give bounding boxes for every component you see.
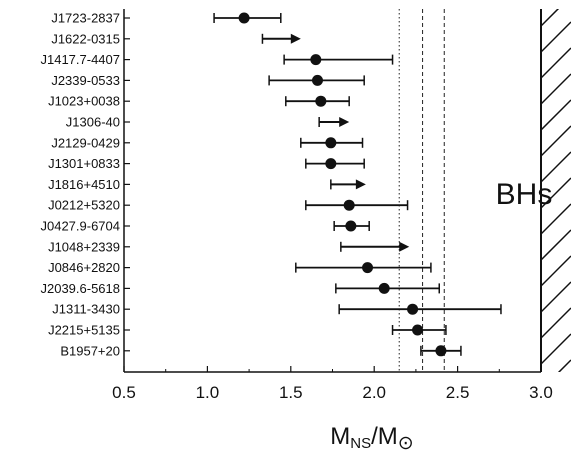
lower-limit-arrow <box>339 117 350 127</box>
pulsar-rows: J1723-2837 J1622-0315 J1417.7-4407 J2339-05… <box>40 11 502 358</box>
x-tick-label: 2.0 <box>362 383 386 402</box>
hatch-line <box>541 307 571 339</box>
hatch-line <box>541 9 560 27</box>
mass-point <box>238 12 250 24</box>
bh-hatch-region <box>541 9 571 372</box>
hatch-line <box>541 229 571 261</box>
pulsar-label: J0427.9-6704 <box>40 219 120 234</box>
mass-point <box>343 199 355 211</box>
hatch-line <box>541 125 571 157</box>
mass-point <box>310 54 322 66</box>
mass-point <box>435 345 447 357</box>
lower-limit-arrow <box>355 179 366 190</box>
region-label: BHs <box>496 178 553 211</box>
hatch-line <box>541 47 571 79</box>
mass-point <box>412 324 424 336</box>
pulsar-label: J1301+0833 <box>48 156 120 171</box>
lower-limit-arrow <box>290 33 301 44</box>
mass-point <box>378 282 390 294</box>
hatch-line <box>541 73 571 105</box>
mass-point <box>315 95 327 107</box>
axes: 0.5 1.0 1.5 2.0 2.5 3.0 <box>112 9 553 402</box>
x-tick-label: 3.0 <box>529 383 553 402</box>
pulsar-label: J1311-3430 <box>52 302 120 317</box>
x-axis-label: MNS/M⊙ <box>330 423 413 454</box>
pulsar-label: J0212+5320 <box>48 198 120 213</box>
x-tick-label: 0.5 <box>112 383 136 402</box>
mass-point <box>345 220 357 232</box>
mass-point <box>311 74 323 86</box>
pulsar-label: J2215+5135 <box>48 323 120 338</box>
pulsar-label: J0846+2820 <box>48 260 120 275</box>
pulsar-label: J1622-0315 <box>51 31 120 46</box>
reference-lines <box>398 9 445 372</box>
lower-limit-arrow <box>399 241 410 252</box>
x-tick-label: 1.5 <box>279 383 303 402</box>
hatch-line <box>541 99 571 131</box>
hatch-line <box>541 177 571 209</box>
x-tick-label: 1.0 <box>196 383 220 402</box>
pulsar-label: J2129-0429 <box>51 135 120 150</box>
pulsar-label: J1048+2339 <box>48 239 120 254</box>
hatch-line <box>541 21 571 53</box>
pulsar-label: J1816+4510 <box>48 177 120 192</box>
hatch-line <box>557 359 571 372</box>
mass-point <box>325 158 337 170</box>
mass-point <box>407 303 419 315</box>
hatch-line <box>541 333 571 365</box>
pulsar-label: J1023+0038 <box>48 94 120 109</box>
pulsar-label: B1957+20 <box>60 343 120 358</box>
pulsar-label: J2339-0533 <box>51 73 120 88</box>
hatch-line <box>541 281 571 313</box>
x-tick-label: 2.5 <box>446 383 470 402</box>
hatch-line <box>541 255 571 287</box>
pulsar-label: J1723-2837 <box>51 11 120 26</box>
pulsar-label: J1417.7-4407 <box>40 52 120 67</box>
hatch-line <box>541 203 571 235</box>
mass-point <box>325 137 337 149</box>
pulsar-label: J1306-40 <box>66 115 120 130</box>
pulsar-label: J2039.6-5618 <box>40 281 120 296</box>
hatch-line <box>541 151 571 183</box>
mass-point <box>362 262 374 274</box>
